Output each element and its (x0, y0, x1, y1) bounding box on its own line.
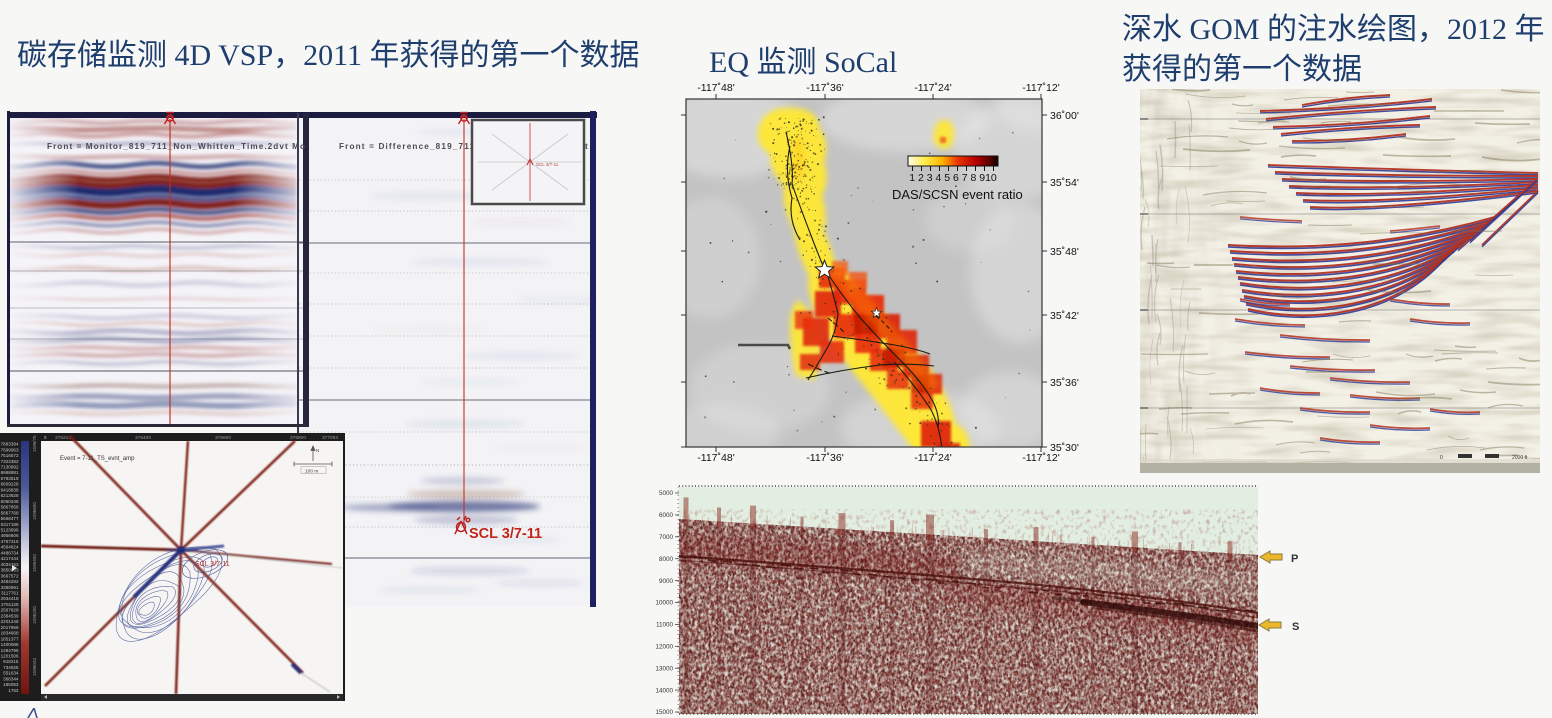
svg-text:-117˚36': -117˚36' (806, 452, 843, 464)
svg-text:4767315: 4767315 (1, 539, 19, 544)
svg-text:7323382: 7323382 (1, 459, 19, 464)
svg-text:377093: 377093 (322, 435, 338, 441)
svg-text:1851377: 1851377 (1, 636, 19, 641)
svg-text:6418838: 6418838 (1, 487, 19, 492)
svg-text:5568477: 5568477 (1, 516, 19, 521)
svg-text:1400088: 1400088 (1, 642, 19, 647)
svg-text:5000: 5000 (659, 490, 674, 497)
svg-text:x: x (44, 435, 47, 441)
svg-text:4034153: 4034153 (1, 562, 19, 567)
svg-text:1596400: 1596400 (32, 554, 37, 572)
svg-text:376213: 376213 (55, 435, 71, 441)
svg-text:SCL 3/7-11: SCL 3/7-11 (469, 526, 542, 542)
svg-text:DAS/SCSN event ratio: DAS/SCSN event ratio (892, 187, 1023, 202)
svg-text:1596043: 1596043 (32, 658, 37, 676)
svg-text:N: N (316, 448, 319, 453)
svg-text:6609228: 6609228 (1, 482, 19, 487)
svg-text:918215: 918215 (3, 659, 19, 664)
svg-text:4564824: 4564824 (1, 545, 19, 550)
svg-text:4217444: 4217444 (1, 556, 19, 561)
svg-text:11000: 11000 (656, 622, 674, 629)
svg-text:5123896: 5123896 (1, 528, 19, 533)
svg-text:7863394: 7863394 (1, 442, 19, 447)
svg-text:1596600: 1596600 (32, 502, 37, 520)
svg-text:7699963: 7699963 (1, 447, 19, 452)
svg-text:-117˚12': -117˚12' (1022, 452, 1059, 464)
svg-text:4488734: 4488734 (1, 550, 19, 555)
svg-text:35˚54': 35˚54' (1050, 177, 1079, 189)
svg-text:Front = Difference_819_711: Front = Difference_819_711 (339, 142, 474, 151)
svg-text:6050348: 6050348 (1, 499, 19, 504)
svg-text:376400: 376400 (135, 435, 151, 441)
svg-text:376600: 376600 (215, 435, 231, 441)
svg-text:2751128: 2751128 (1, 602, 19, 607)
svg-text:P: P (1291, 553, 1298, 565)
svg-text:0: 0 (1440, 455, 1443, 461)
svg-text:368344: 368344 (3, 676, 19, 681)
svg-text:36˚00': 36˚00' (1050, 110, 1079, 122)
svg-text:6968881: 6968881 (1, 470, 19, 475)
svg-text:3850863: 3850863 (1, 568, 19, 573)
svg-text:3117761: 3117761 (1, 591, 19, 596)
svg-text:15000: 15000 (655, 709, 673, 716)
svg-text:100 m: 100 m (305, 469, 318, 475)
svg-text:SCL 3/7-11: SCL 3/7-11 (195, 561, 230, 568)
svg-text:1284796: 1284796 (1, 648, 19, 653)
svg-text:2201248: 2201248 (1, 619, 19, 624)
svg-text:35˚30': 35˚30' (1050, 442, 1079, 454)
svg-text:14000: 14000 (655, 687, 673, 694)
svg-text:7000: 7000 (659, 534, 674, 541)
svg-text:2384539: 2384539 (1, 613, 19, 618)
svg-text:-117˚12': -117˚12' (1022, 82, 1059, 94)
svg-text:12000: 12000 (655, 644, 673, 651)
svg-text:2934418: 2934418 (1, 596, 19, 601)
svg-text:5867858: 5867858 (1, 505, 19, 510)
svg-text:1 2 3 4 5 6 7 8 910: 1 2 3 4 5 6 7 8 910 (909, 172, 997, 184)
svg-text:3484282: 3484282 (1, 579, 19, 584)
svg-text:9000: 9000 (659, 578, 674, 585)
svg-text:1596200: 1596200 (32, 606, 37, 624)
svg-text:2000 ft: 2000 ft (1512, 455, 1528, 461)
svg-text:185053: 185053 (3, 682, 19, 687)
svg-text:SCL 3/7-11: SCL 3/7-11 (536, 162, 559, 167)
svg-text:-117˚24': -117˚24' (914, 82, 951, 94)
svg-text:1596/76: 1596/76 (32, 435, 37, 452)
svg-text:551634: 551634 (3, 671, 19, 676)
svg-text:6000: 6000 (659, 512, 674, 519)
svg-text:35˚36': 35˚36' (1050, 377, 1079, 389)
svg-text:Front = Monitor_819_711_Non_Wh: Front = Monitor_819_711_Non_Whitten_Time… (47, 142, 305, 151)
svg-text:2567828: 2567828 (1, 608, 19, 613)
svg-text:2017958: 2017958 (1, 625, 19, 630)
svg-text:1834668: 1834668 (1, 631, 19, 636)
svg-text:5317186: 5317186 (1, 522, 19, 527)
svg-text:8000: 8000 (659, 556, 674, 563)
svg-text:Event = 7-11_TS_evnt_amp: Event = 7-11_TS_evnt_amp (60, 456, 135, 462)
svg-text:376800: 376800 (290, 435, 306, 441)
svg-text:7516572: 7516572 (1, 453, 19, 458)
svg-text:-117˚36': -117˚36' (806, 82, 843, 94)
svg-text:6213628: 6213628 (1, 493, 19, 498)
svg-text:7130892: 7130892 (1, 465, 19, 470)
svg-text:-117˚48': -117˚48' (697, 82, 734, 94)
svg-text:10000: 10000 (655, 600, 673, 607)
svg-text:13000: 13000 (655, 665, 673, 672)
svg-text:t: t (585, 142, 588, 151)
svg-text:5667768: 5667768 (1, 510, 19, 515)
svg-text:3667572: 3667572 (1, 573, 19, 578)
svg-text:3380991: 3380991 (1, 585, 19, 590)
svg-text:-117˚24': -117˚24' (914, 452, 951, 464)
svg-text:734925: 734925 (3, 665, 19, 670)
svg-text:S: S (1292, 621, 1299, 633)
svg-text:35˚48': 35˚48' (1050, 246, 1079, 258)
svg-text:6783519: 6783519 (1, 476, 19, 481)
svg-text:1201506: 1201506 (1, 654, 19, 659)
svg-text:1763: 1763 (8, 688, 19, 693)
svg-text:-117˚48': -117˚48' (697, 452, 734, 464)
svg-text:4956606: 4956606 (1, 533, 19, 538)
svg-text:35˚42': 35˚42' (1050, 310, 1079, 322)
